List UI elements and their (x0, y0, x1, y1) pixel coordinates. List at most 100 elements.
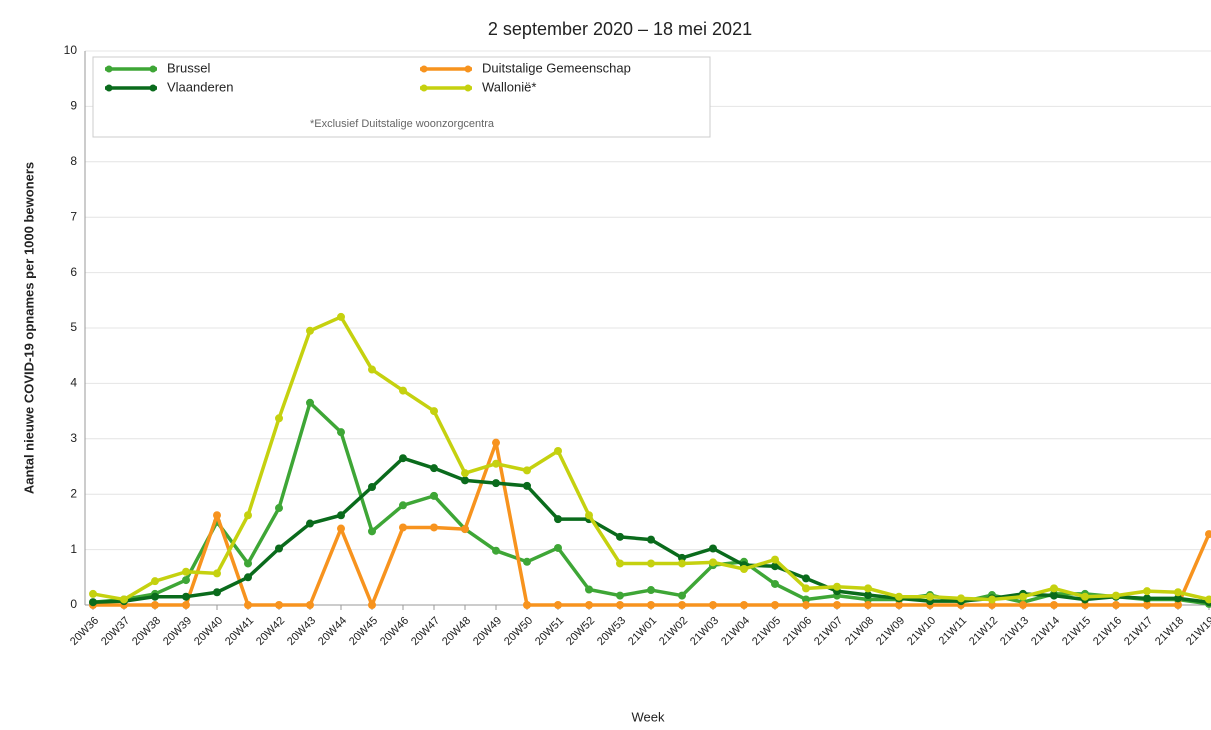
data-point (399, 386, 407, 395)
data-point (616, 601, 624, 609)
data-point (244, 573, 252, 582)
legend-swatch-dot (420, 65, 428, 73)
data-point (430, 523, 438, 532)
y-tick-label: 0 (70, 597, 77, 611)
legend: Brussel Duitstalige Gemeenschap Vlaanderen… (92, 56, 711, 138)
data-point (337, 524, 345, 533)
data-point (678, 559, 686, 568)
data-point (523, 481, 531, 490)
legend-swatch-dot (105, 84, 113, 92)
x-axis-label: Week (632, 709, 665, 724)
data-point (306, 398, 314, 407)
data-point (368, 527, 376, 536)
data-point (1050, 601, 1058, 609)
y-tick-label: 2 (70, 486, 77, 500)
data-point (1174, 601, 1182, 609)
data-point (585, 585, 593, 594)
data-point (182, 592, 190, 601)
x-tick-label: 21W19 (1184, 615, 1211, 648)
legend-swatch-dot (464, 65, 472, 73)
x-tick-label: 20W47 (409, 615, 442, 648)
x-tick-label: 21W14 (1029, 615, 1062, 648)
data-point (1143, 594, 1151, 603)
data-point (275, 601, 283, 609)
data-point (554, 543, 562, 552)
data-point (1081, 592, 1089, 601)
data-point (337, 312, 345, 321)
y-tick-label: 8 (70, 154, 77, 168)
x-tick-label: 20W50 (502, 615, 535, 648)
data-point (802, 574, 810, 583)
legend-label: Wallonië* (482, 79, 536, 94)
data-point (771, 579, 779, 588)
x-tick-label: 20W49 (471, 615, 504, 648)
data-point (771, 562, 779, 571)
data-point (1112, 591, 1120, 600)
data-point (461, 476, 469, 485)
data-point (895, 592, 903, 601)
data-point (492, 438, 500, 447)
x-tick-label: 20W38 (130, 615, 163, 648)
x-tick-label: 21W15 (1060, 615, 1093, 648)
data-point (523, 601, 531, 609)
x-tick-label: 20W43 (285, 615, 318, 648)
data-point (1143, 587, 1151, 596)
data-point (678, 591, 686, 600)
data-point (802, 601, 810, 609)
x-tick-label: 21W05 (750, 615, 783, 648)
data-point (988, 595, 996, 604)
data-point (988, 601, 996, 609)
x-tick-label: 21W01 (626, 615, 659, 648)
data-point (492, 546, 500, 555)
data-point (771, 555, 779, 564)
data-point (647, 586, 655, 595)
legend-label: Brussel (167, 60, 210, 75)
x-tick-label: 20W52 (564, 615, 597, 648)
data-point (957, 594, 965, 603)
data-point (1019, 592, 1027, 601)
data-point (430, 464, 438, 473)
y-axis-label: Aantal nieuwe COVID-19 opnames per 1000 … (21, 162, 36, 494)
legend-swatch-dot (420, 84, 428, 92)
data-point (771, 601, 779, 609)
x-tick-label: 21W09 (874, 615, 907, 648)
data-point (647, 601, 655, 609)
y-tick-label: 6 (70, 265, 77, 279)
data-point (833, 582, 841, 591)
x-tick-label: 21W03 (688, 615, 721, 648)
series-line (93, 440, 1211, 607)
y-tick-label: 5 (70, 320, 77, 334)
x-tick-label: 21W10 (905, 615, 938, 648)
x-tick-label: 21W11 (937, 615, 970, 648)
legend-note: *Exclusief Duitstalige woonzorgcentra (310, 118, 495, 130)
data-point (1174, 588, 1182, 597)
data-point (430, 491, 438, 500)
data-point (1019, 601, 1027, 609)
data-point (275, 544, 283, 553)
data-point (492, 459, 500, 468)
data-point (151, 601, 159, 609)
legend-swatch-dot (464, 84, 472, 92)
legend-label: Duitstalige Gemeenschap (482, 60, 631, 75)
data-point (1174, 594, 1182, 603)
data-point (554, 601, 562, 609)
x-tick-label: 20W40 (192, 615, 225, 648)
data-point (151, 592, 159, 601)
data-point (1205, 530, 1211, 539)
data-point (1050, 584, 1058, 593)
data-point (368, 601, 376, 609)
data-point (430, 407, 438, 416)
data-point (461, 469, 469, 478)
data-point (337, 428, 345, 437)
data-point (554, 515, 562, 524)
y-tick-label: 4 (70, 376, 77, 390)
x-tick-label: 20W45 (347, 615, 380, 648)
legend-box (92, 56, 711, 138)
data-point (182, 576, 190, 585)
data-point (368, 365, 376, 374)
data-point (151, 577, 159, 586)
data-point (740, 601, 748, 609)
data-point (926, 592, 934, 601)
x-tick-label: 21W08 (843, 615, 876, 648)
